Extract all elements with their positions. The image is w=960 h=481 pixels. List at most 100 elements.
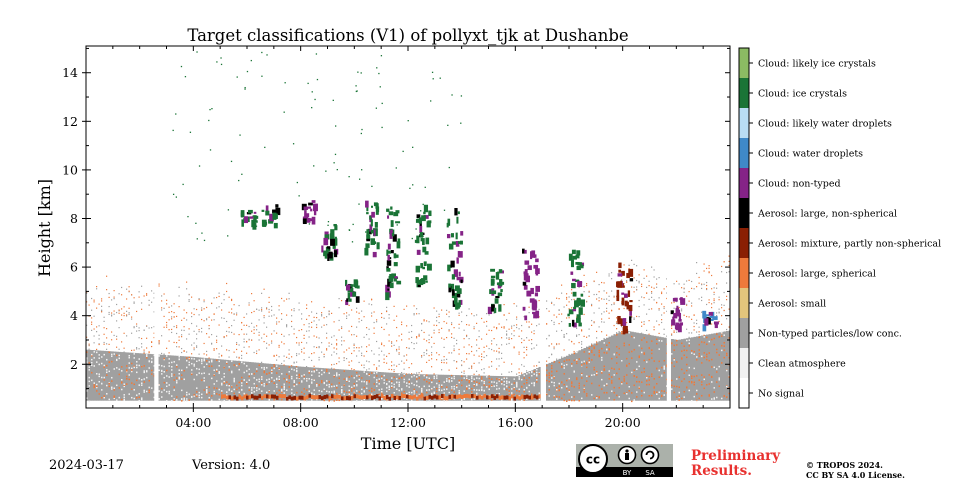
aerosol-speck xyxy=(148,389,150,392)
aerosol-speck xyxy=(608,275,610,277)
aerosol-speck xyxy=(201,309,203,311)
aerosol-speck xyxy=(363,380,365,383)
aerosol-speck xyxy=(96,307,98,309)
aerosol-speck xyxy=(168,329,170,331)
aerosol-speck xyxy=(511,388,513,390)
aerosol-speck xyxy=(261,361,263,363)
aerosol-speck xyxy=(243,393,245,396)
aerosol-speck xyxy=(421,387,423,390)
cloud-mark xyxy=(364,247,369,256)
aerosol-speck xyxy=(636,368,638,371)
aerosol-speck xyxy=(553,376,555,378)
aerosol-speck xyxy=(86,301,88,303)
aerosol-speck xyxy=(348,347,350,349)
aerosol-speck xyxy=(493,385,495,387)
aerosol-speck xyxy=(241,380,243,382)
aerosol-column xyxy=(91,350,94,401)
aerosol-speck xyxy=(413,305,415,307)
aerosol-speck xyxy=(173,325,175,328)
aerosol-speck xyxy=(401,388,403,390)
aerosol-speck xyxy=(663,333,665,335)
aerosol-speck xyxy=(323,317,325,319)
surface-layer xyxy=(448,394,451,399)
aerosol-speck xyxy=(413,384,415,386)
aerosol-column xyxy=(101,350,104,401)
aerosol-speck xyxy=(333,351,335,353)
aerosol-speck xyxy=(173,303,175,305)
aerosol-speck xyxy=(133,327,135,329)
aerosol-column xyxy=(98,350,102,401)
aerosol-speck xyxy=(343,390,345,393)
surface-layer xyxy=(236,396,239,401)
aerosol-speck xyxy=(163,315,165,318)
aerosol-speck xyxy=(643,353,645,355)
aerosol-speck xyxy=(446,386,448,388)
aerosol-speck xyxy=(598,396,600,399)
aerosol-speck xyxy=(386,378,388,381)
aerosol-speck xyxy=(703,387,705,390)
cloud-mark xyxy=(423,261,427,266)
aerosol-speck xyxy=(676,396,678,398)
aerosol-speck xyxy=(331,398,333,401)
aerosol-speck xyxy=(348,380,350,383)
surface-layer xyxy=(363,394,366,399)
aerosol-speck xyxy=(366,360,368,362)
noise-dot xyxy=(325,170,327,172)
noise-dot xyxy=(334,153,337,156)
aerosol-speck xyxy=(263,341,265,343)
aerosol-speck xyxy=(86,361,88,364)
aerosol-column xyxy=(398,373,402,401)
aerosol-speck xyxy=(613,398,615,401)
aerosol-speck xyxy=(523,365,525,367)
aerosol-speck xyxy=(248,379,250,381)
cloud-mark xyxy=(456,257,459,264)
aerosol-speck xyxy=(376,371,378,374)
cloud-mark xyxy=(416,279,421,288)
aerosol-speck xyxy=(641,381,643,383)
aerosol-speck xyxy=(618,331,620,333)
aerosol-speck xyxy=(666,310,668,312)
aerosol-speck xyxy=(346,357,348,360)
aerosol-speck xyxy=(466,358,468,360)
aerosol-speck xyxy=(586,361,588,364)
aerosol-speck xyxy=(391,361,393,363)
noise-dot xyxy=(239,134,241,136)
surface-layer xyxy=(393,396,396,401)
surface-layer xyxy=(281,394,284,399)
aerosol-speck xyxy=(88,304,90,306)
aerosol-speck xyxy=(546,308,548,310)
aerosol-column xyxy=(526,372,529,401)
aerosol-column xyxy=(453,375,457,401)
aerosol-speck xyxy=(436,320,438,322)
cloud-mark xyxy=(455,303,459,310)
aerosol-speck xyxy=(111,355,113,358)
aerosol-speck xyxy=(616,362,618,364)
cloud-mark xyxy=(673,312,677,318)
noise-dot xyxy=(332,99,334,102)
aerosol-speck xyxy=(101,396,103,399)
aerosol-speck xyxy=(553,304,555,306)
aerosol-speck xyxy=(101,305,103,307)
cloud-mark xyxy=(567,313,570,317)
aerosol-speck xyxy=(178,358,180,360)
aerosol-speck xyxy=(626,357,628,360)
aerosol-speck xyxy=(118,387,120,389)
aerosol-speck xyxy=(236,364,238,367)
aerosol-speck xyxy=(491,399,493,401)
aerosol-speck xyxy=(488,329,490,331)
aerosol-speck xyxy=(328,313,330,316)
aerosol-speck xyxy=(321,314,323,316)
aerosol-speck xyxy=(593,293,595,296)
aerosol-column xyxy=(621,331,624,401)
aerosol-speck xyxy=(481,353,483,355)
cloud-mark xyxy=(450,260,455,268)
aerosol-speck xyxy=(351,394,353,397)
aerosol-speck xyxy=(423,331,425,334)
aerosol-speck xyxy=(228,383,230,386)
aerosol-speck xyxy=(341,336,343,338)
aerosol-speck xyxy=(601,321,603,323)
aerosol-speck xyxy=(581,341,583,343)
aerosol-speck xyxy=(578,382,580,385)
aerosol-speck xyxy=(333,321,335,323)
aerosol-column xyxy=(486,375,489,401)
